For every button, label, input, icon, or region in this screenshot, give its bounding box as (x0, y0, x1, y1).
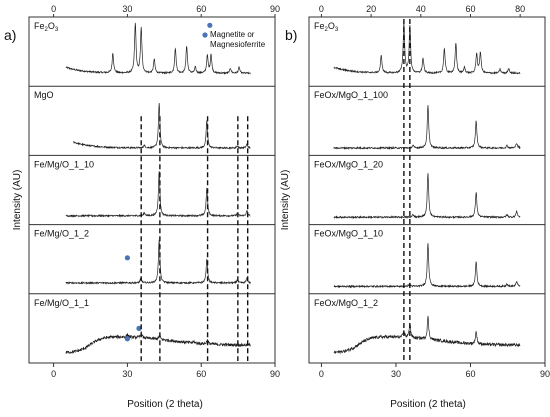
x-tick-label: 0 (319, 369, 324, 379)
series-label-subscript: 2 (45, 27, 49, 33)
series-label: MgO (34, 90, 54, 100)
x-top-tick-label: 60 (196, 4, 206, 14)
series-label-part: O (328, 21, 335, 31)
x-top-tick-label: 60 (465, 4, 475, 14)
x-tick-label: 90 (270, 369, 280, 379)
panel-b-x-axis-title: Position (2 theta) (390, 399, 466, 410)
panel-a-x-axis-title: Position (2 theta) (127, 399, 203, 410)
legend-label: Magnetite or Magnesioferrite (210, 30, 266, 49)
series-label: FeOx/MgO_1_2 (314, 298, 378, 308)
x-top-tick-label: 30 (122, 4, 132, 14)
series-label: Fe/Mg/O_1_10 (34, 159, 94, 169)
series-line (333, 105, 521, 151)
series-label: FeOx/MgO_1_10 (314, 229, 383, 239)
series-label: FeOx/MgO_1_20 (314, 159, 383, 169)
x-top-tick-label: 90 (270, 4, 280, 14)
series-line (65, 22, 251, 75)
x-top-tick-label: 40 (416, 4, 426, 14)
series-line (65, 171, 251, 218)
magnetite-marker (136, 325, 142, 331)
series-label: Fe2O3 (314, 21, 339, 33)
series-line (65, 331, 251, 355)
series-label-subscript: 3 (335, 27, 339, 33)
series-label-part: Fe (34, 21, 45, 31)
x-tick-label: 60 (196, 369, 206, 379)
plot-frame (308, 16, 546, 364)
series-line (333, 243, 521, 289)
magnetite-marker (207, 22, 213, 28)
series-line (333, 315, 521, 355)
magnetite-marker (124, 336, 130, 342)
panel-a: a) Intensity (AU) Position (2 theta) 0 30… (4, 4, 280, 410)
series-label: Fe/Mg/O_1_1 (34, 298, 89, 308)
panel-a-label: a) (4, 27, 16, 43)
series-line (333, 173, 521, 220)
series-label: Fe2O3 (34, 21, 59, 33)
panel-b-label: b) (285, 27, 297, 43)
x-tick-label: 30 (122, 369, 132, 379)
x-top-tick-label: 0 (319, 4, 324, 14)
x-tick-label: 60 (465, 369, 475, 379)
x-top-tick-label: 20 (366, 4, 376, 14)
series-label: FeOx/MgO_1_100 (314, 90, 388, 100)
series-line (333, 21, 521, 75)
series-label-subscript: 3 (55, 27, 59, 33)
x-tick-label: 30 (391, 369, 401, 379)
series-line (65, 239, 251, 285)
x-top-tick-label: 0 (51, 4, 56, 14)
legend-marker (202, 32, 208, 38)
panel-b-y-axis-title: Intensity (AU) (280, 170, 291, 231)
panel-b: b) Intensity (AU) Position (2 theta) 0 30… (280, 4, 550, 410)
series-label: Fe/Mg/O_1_2 (34, 229, 89, 239)
x-top-tick-label: 80 (515, 4, 525, 14)
x-tick-label: 90 (540, 369, 550, 379)
plot-frame (28, 16, 276, 364)
panel-a-y-axis-title: Intensity (AU) (12, 170, 23, 231)
magnetite-marker (124, 255, 130, 261)
x-tick-label: 0 (51, 369, 56, 379)
series-label-subscript: 2 (325, 27, 329, 33)
series-label-part: Fe (314, 21, 325, 31)
series-line (73, 102, 251, 150)
series-label-part: O (48, 21, 55, 31)
